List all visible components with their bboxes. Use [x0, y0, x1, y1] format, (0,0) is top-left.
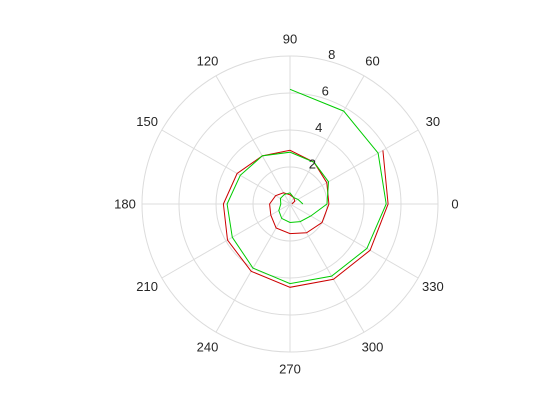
theta-tick-label-60: 60 — [365, 54, 379, 69]
theta-tick-label-30: 30 — [426, 114, 440, 129]
theta-tick-label-240: 240 — [197, 339, 219, 354]
polar-grid — [141, 55, 439, 353]
theta-tick-label-210: 210 — [136, 279, 158, 294]
series-line-2 — [226, 88, 387, 285]
ring-6 — [178, 92, 402, 316]
ring-8 — [141, 55, 439, 353]
r-tick-label-4: 4 — [315, 120, 322, 135]
theta-tick-label-120: 120 — [197, 54, 219, 69]
theta-tick-label-270: 270 — [279, 362, 301, 377]
theta-tick-label-180: 180 — [114, 197, 136, 212]
r-tick-label-6: 6 — [322, 84, 329, 99]
ring-4 — [215, 129, 365, 279]
theta-tick-label-0: 0 — [451, 197, 458, 212]
tick-labels: 0 30 60 90 120 150 180 210 240 270 300 330 2 4 6 8 — [114, 32, 458, 377]
theta-tick-label-90: 90 — [283, 32, 297, 47]
theta-tick-label-150: 150 — [136, 114, 158, 129]
r-tick-label-2: 2 — [309, 157, 316, 172]
theta-tick-label-330: 330 — [422, 279, 444, 294]
r-tick-label-8: 8 — [328, 47, 335, 62]
theta-tick-label-300: 300 — [362, 339, 384, 354]
series-layer — [222, 88, 389, 288]
